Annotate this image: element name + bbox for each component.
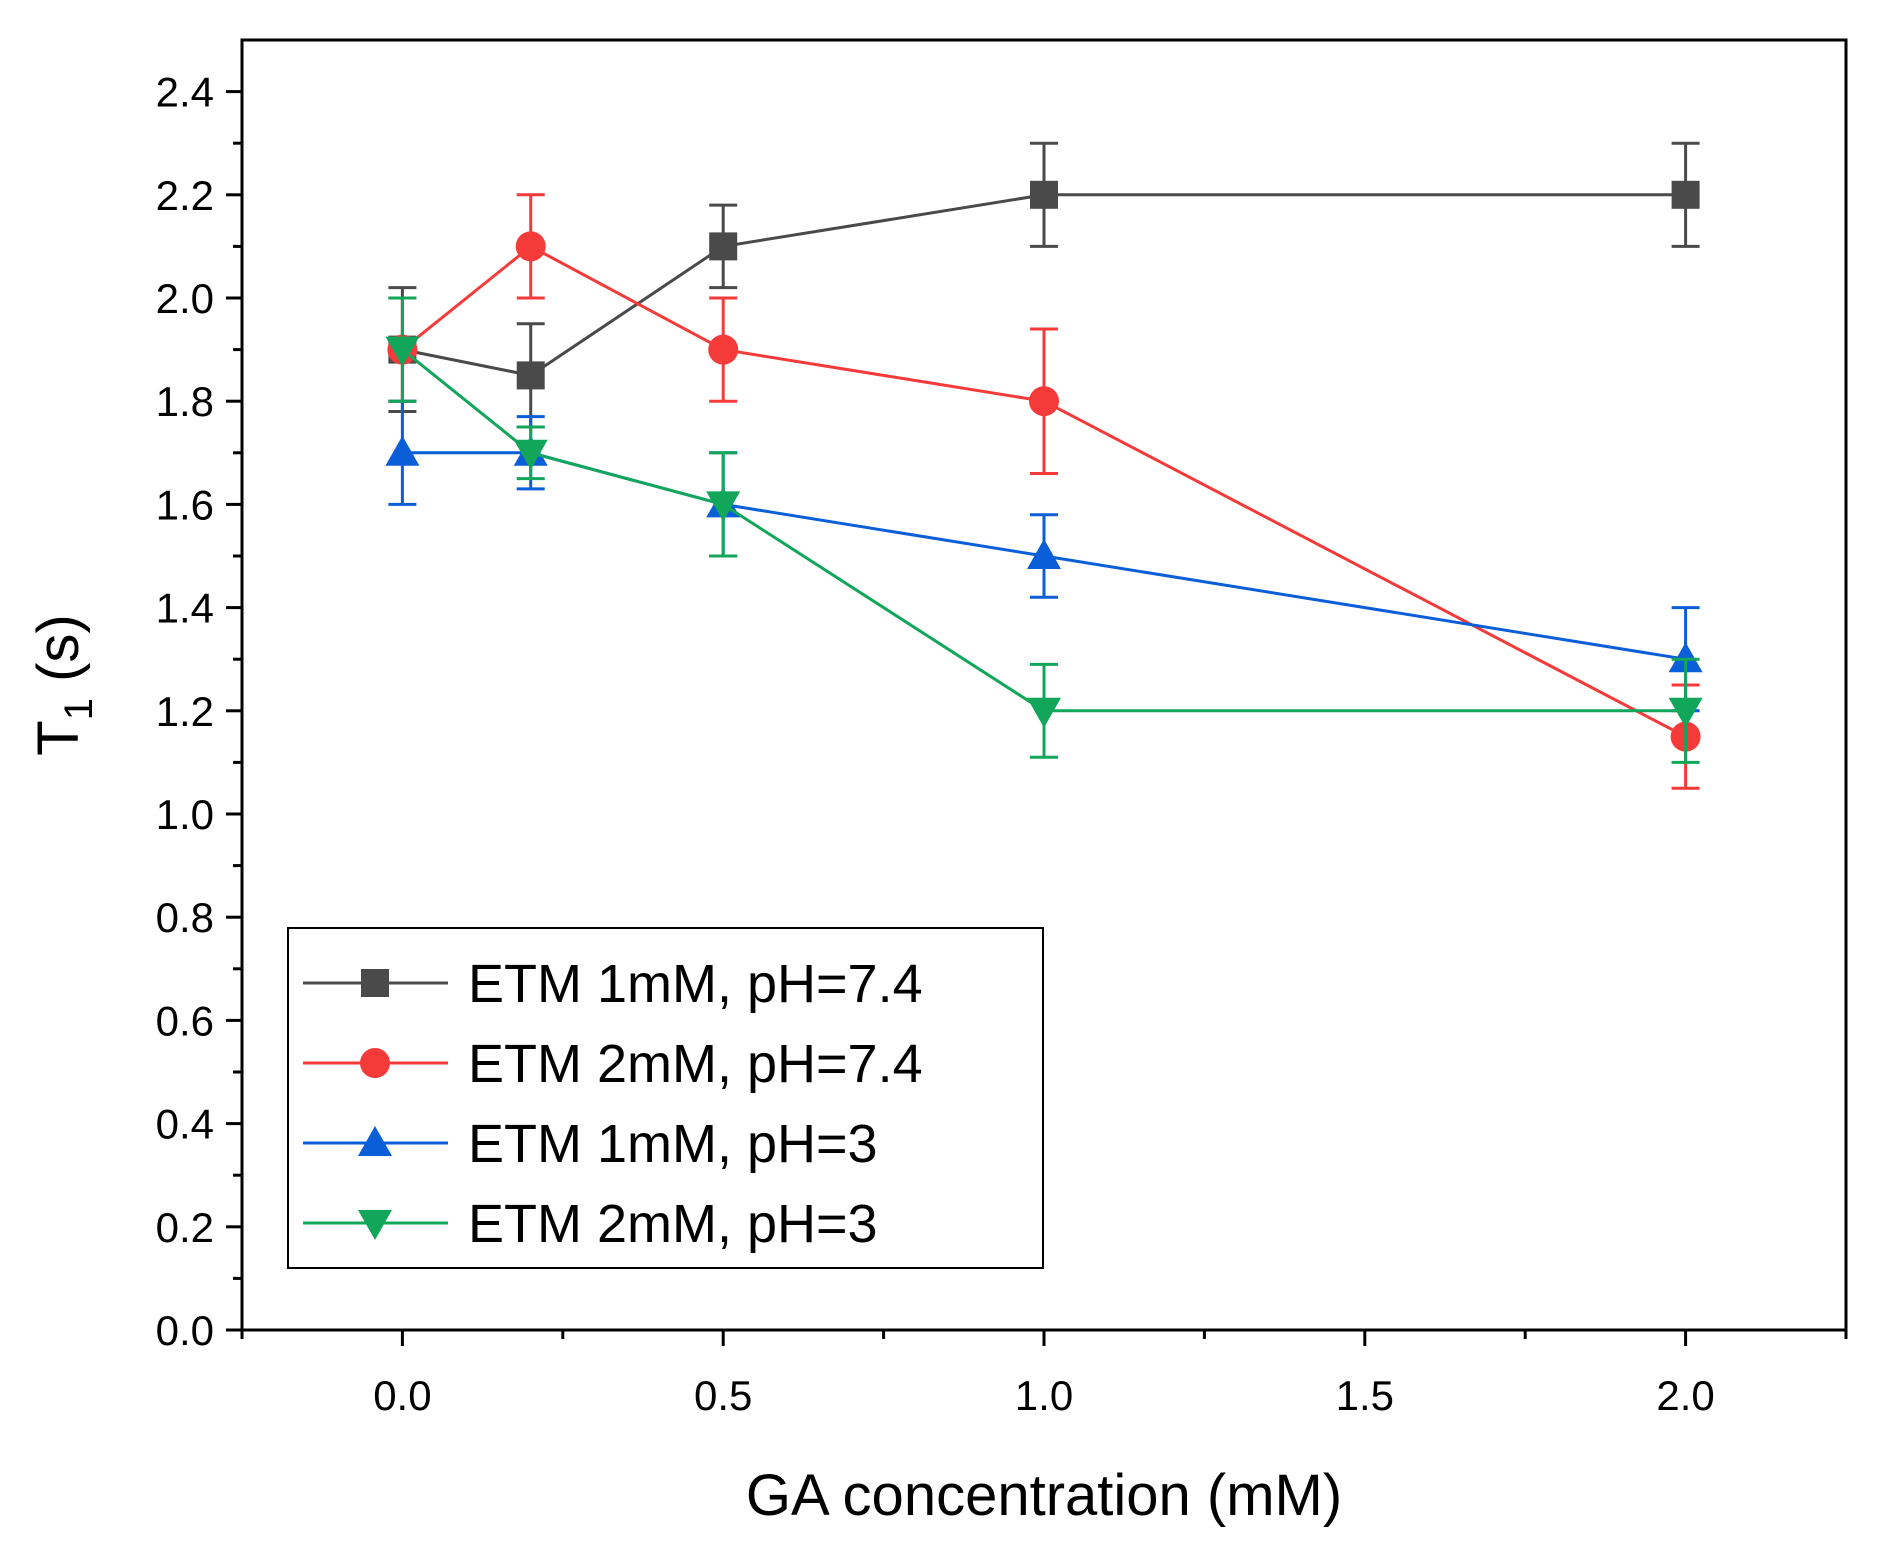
- legend-marker: [361, 969, 389, 997]
- data-point: [708, 334, 739, 365]
- legend-marker: [360, 1048, 390, 1078]
- x-tick-label: 0.5: [694, 1372, 752, 1419]
- data-point: [1668, 697, 1703, 728]
- y-tick-label: 1.0: [156, 791, 214, 838]
- data-point: [516, 361, 545, 390]
- y-axis-title-rest: (s): [26, 614, 91, 698]
- data-point: [709, 232, 738, 261]
- y-axis-title-main: T: [26, 720, 91, 755]
- legend-box: [287, 927, 1044, 1269]
- data-point: [1027, 697, 1061, 728]
- y-tick-label: 2.0: [156, 275, 214, 322]
- data-point: [385, 336, 420, 367]
- legend-label: ETM 1mM, pH=3: [468, 1114, 878, 1174]
- legend-entry: ETM 2mM, pH=7.4: [303, 1034, 923, 1094]
- y-axis-title-subscript: 1: [57, 698, 101, 720]
- data-point: [706, 491, 741, 522]
- legend-entry: ETM 1mM, pH=7.4: [303, 954, 923, 1014]
- data-point: [1029, 386, 1059, 417]
- data-point: [1030, 180, 1058, 209]
- y-axis-ticks: 0.0 0.2 0.4 0.6 0.8 1.0 1.2 1.4 1.6 1.8 2.0 2.2 2.4: [156, 69, 242, 1354]
- legend-label: ETM 2mM, pH=3: [468, 1194, 878, 1254]
- legend-marker: [358, 1210, 392, 1240]
- x-tick-label: 2.0: [1656, 1372, 1714, 1419]
- y-tick-label: 2.2: [156, 172, 214, 219]
- y-tick-label: 1.4: [156, 585, 214, 632]
- y-tick-label: 1.2: [156, 688, 214, 735]
- data-point: [513, 439, 548, 470]
- legend-label: ETM 2mM, pH=7.4: [468, 1034, 923, 1094]
- x-tick-label: 1.5: [1336, 1372, 1394, 1419]
- data-point: [1671, 180, 1700, 209]
- series-4: [385, 296, 1703, 764]
- y-tick-label: 0.6: [156, 997, 214, 1044]
- legend-marker: [358, 1126, 392, 1156]
- legend-label: ETM 1mM, pH=7.4: [468, 954, 923, 1014]
- data-point: [1668, 642, 1703, 673]
- legend-entry: ETM 2mM, pH=3: [303, 1194, 878, 1254]
- y-tick-label: 0.2: [156, 1204, 214, 1251]
- data-point: [515, 231, 546, 262]
- y-tick-label: 0.0: [156, 1307, 214, 1354]
- x-axis-title: GA concentration (mM): [746, 1463, 1342, 1528]
- data-point: [1027, 539, 1061, 569]
- x-tick-label: 1.0: [1015, 1372, 1073, 1419]
- y-tick-label: 2.4: [156, 69, 214, 116]
- legend-entry: ETM 1mM, pH=3: [303, 1114, 878, 1174]
- legend: ETM 1mM, pH=7.4 ETM 2mM, pH=7.4 ETM 1mM, p…: [287, 927, 1044, 1269]
- x-axis-ticks: 0.0 0.5 1.0 1.5 2.0: [240, 1330, 1848, 1419]
- y-tick-label: 0.4: [156, 1101, 214, 1148]
- data-point: [385, 435, 420, 466]
- series-layer: [385, 141, 1703, 790]
- y-tick-label: 0.8: [156, 894, 214, 941]
- y-tick-label: 1.8: [156, 378, 214, 425]
- x-tick-label: 0.0: [373, 1372, 431, 1419]
- y-tick-label: 1.6: [156, 481, 214, 528]
- y-axis-title: T1 (s): [26, 614, 101, 755]
